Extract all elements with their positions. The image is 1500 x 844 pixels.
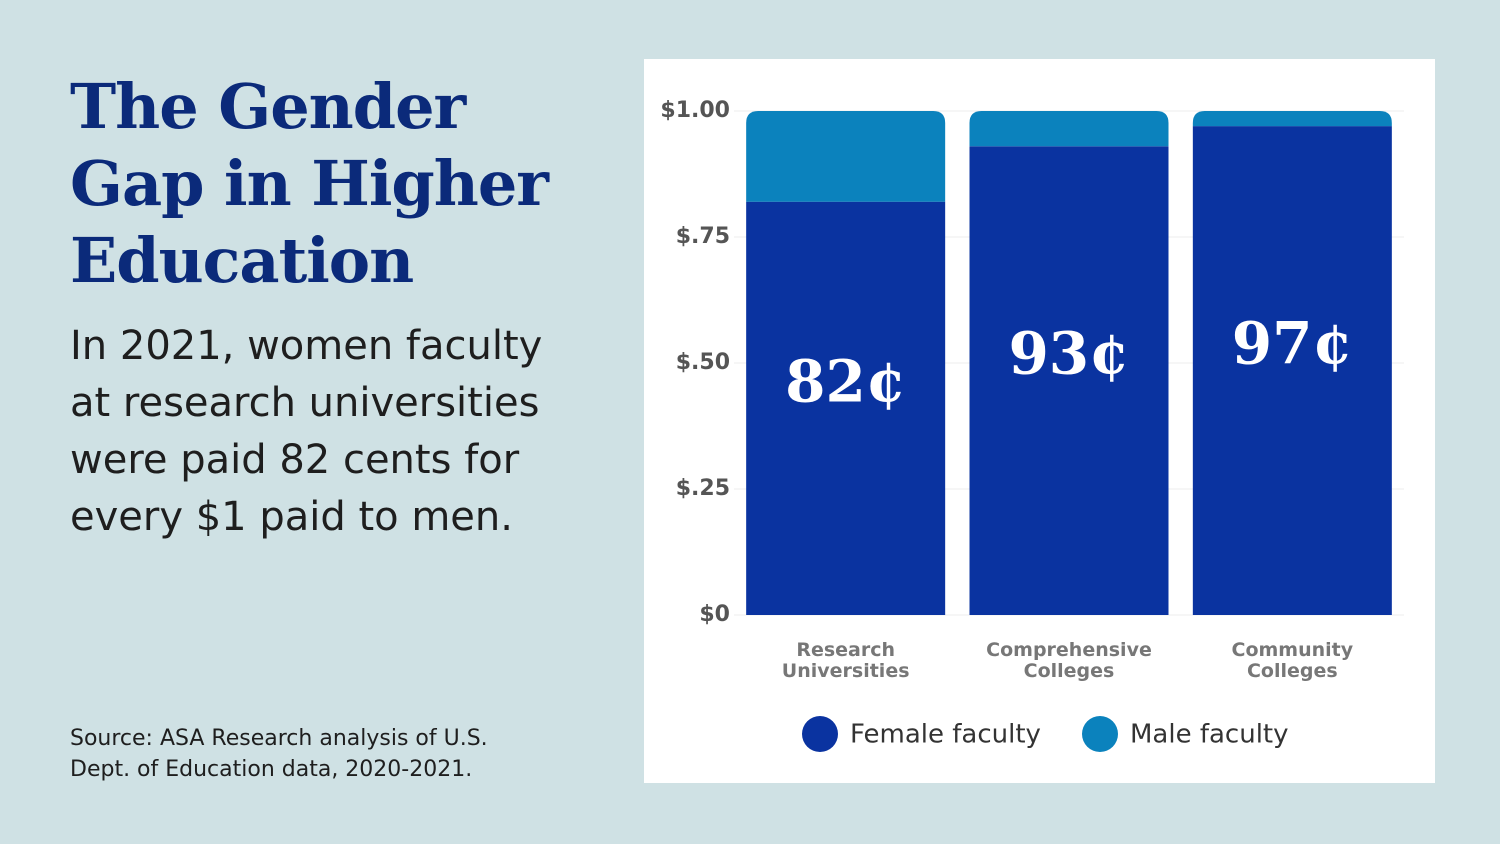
- value-label: 97¢: [1232, 310, 1353, 378]
- bar-segment: [746, 201, 946, 615]
- y-tick-label: $1.00: [660, 98, 730, 123]
- title: The Gender Gap in Higher Education: [70, 70, 549, 297]
- source: Source: ASA Research analysis of U.S. De…: [70, 726, 488, 782]
- y-tick-label: $0: [699, 602, 730, 627]
- value-label: 93¢: [1008, 320, 1129, 388]
- legend-label: Male faculty: [1130, 720, 1289, 750]
- bar-segment: [1192, 126, 1392, 616]
- bar-segment: [1192, 111, 1392, 127]
- y-tick-label: $.25: [676, 476, 730, 501]
- bar-segment: [969, 146, 1169, 615]
- subtitle: In 2021, women faculty at research unive…: [70, 323, 543, 540]
- x-tick-label: Community Colleges: [1232, 639, 1354, 682]
- value-label: 82¢: [785, 347, 906, 415]
- legend-label: Female faculty: [850, 720, 1041, 750]
- bar-segment: [746, 111, 946, 202]
- x-tick-label: Comprehensive Colleges: [986, 639, 1152, 682]
- bar-segment: [969, 111, 1169, 147]
- y-tick-label: $.50: [676, 350, 730, 375]
- legend-swatch: [1082, 716, 1118, 752]
- legend-swatch: [802, 716, 838, 752]
- x-tick-label: Research Universities: [782, 639, 910, 682]
- y-tick-label: $.75: [676, 224, 730, 249]
